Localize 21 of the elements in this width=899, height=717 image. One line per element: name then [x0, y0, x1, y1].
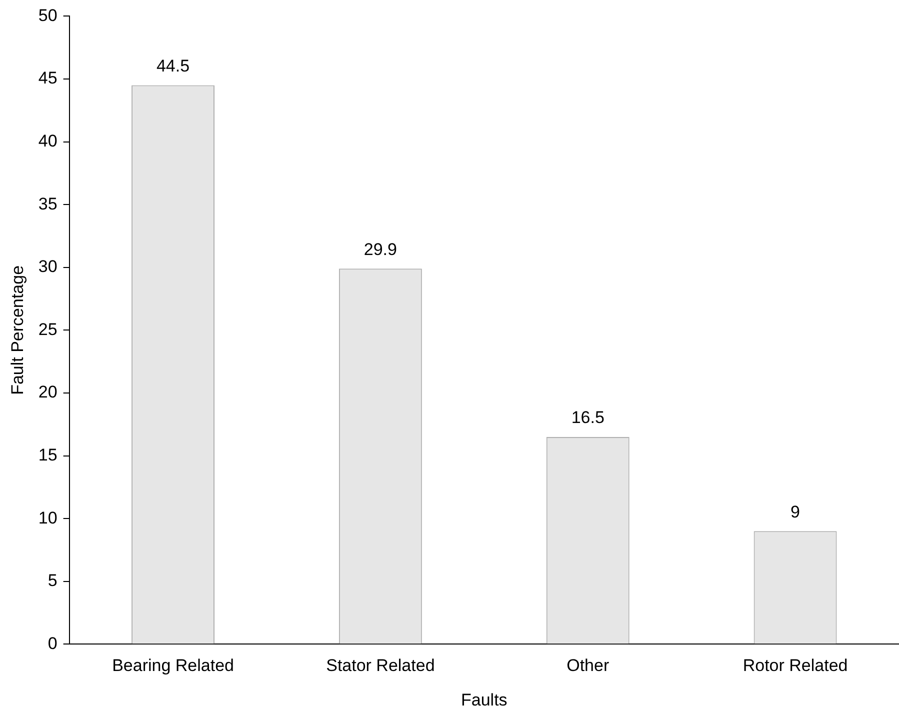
- y-tick-label: 50: [38, 6, 58, 25]
- y-axis-title: Fault Percentage: [8, 265, 27, 395]
- data-label: 9: [790, 502, 800, 522]
- x-tick-label: Rotor Related: [742, 656, 848, 676]
- y-tick-label: 45: [38, 68, 58, 88]
- data-label: 44.5: [156, 56, 190, 76]
- data-label: 29.9: [364, 240, 397, 259]
- y-tick-label: 15: [38, 445, 58, 464]
- y-tick-label: 5: [48, 571, 58, 590]
- x-tick-label: Bearing Related: [112, 656, 234, 676]
- y-tick-label: 30: [38, 257, 58, 276]
- y-tick-label: 0: [48, 634, 58, 653]
- y-tick-label: 40: [38, 131, 58, 150]
- data-label: 16.5: [571, 408, 604, 428]
- x-tick-label: Stator Related: [326, 656, 435, 676]
- y-tick-label: 25: [38, 320, 58, 339]
- x-axis-title: Faults: [461, 690, 508, 710]
- y-tick-label: 35: [38, 194, 58, 214]
- x-tick-label: Other: [566, 656, 610, 676]
- y-tick-label: 20: [38, 382, 58, 402]
- y-tick-label: 10: [38, 508, 58, 528]
